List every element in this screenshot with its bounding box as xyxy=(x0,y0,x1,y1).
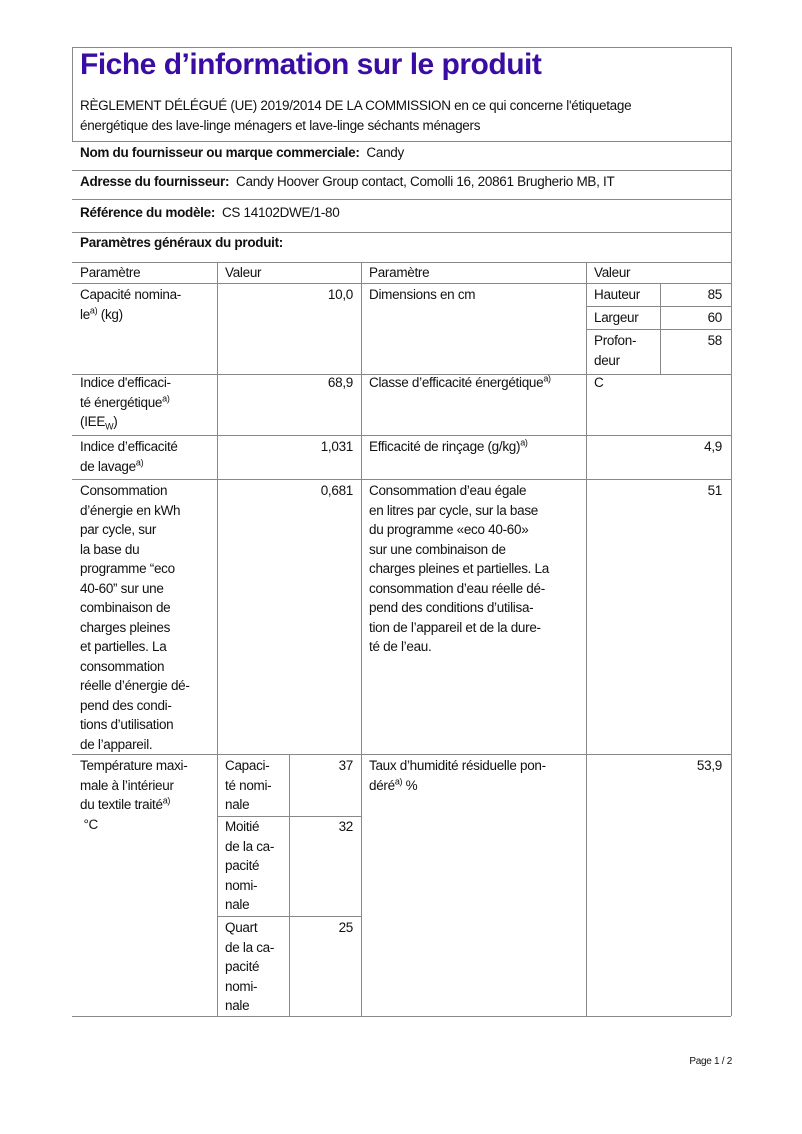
energy-class-label: Classe d’efficacité énergétiquea) xyxy=(369,373,551,390)
energy-class-value: C xyxy=(594,375,604,390)
page-number: Page 1 / 2 xyxy=(689,1056,732,1067)
height-value: 85 xyxy=(707,287,723,302)
divider xyxy=(72,374,731,375)
header-valeur: Valeur xyxy=(225,265,262,280)
header-parametre-2: Paramètre xyxy=(369,265,430,280)
temp-full-label: Capaci- té nomi- nale xyxy=(225,758,272,812)
divider xyxy=(72,283,731,284)
washing-label: Indice d’efficacité de lavagea) xyxy=(80,439,178,474)
regulation-text: RÈGLEMENT DÉLÉGUÉ (UE) 2019/2014 DE LA C… xyxy=(80,98,632,133)
supplier-name: Nom du fournisseur ou marque commerciale… xyxy=(80,145,404,160)
divider xyxy=(72,141,731,142)
divider xyxy=(72,170,731,171)
divider xyxy=(586,329,731,330)
page-title: Fiche d’information sur le produit xyxy=(80,48,542,81)
water-consumption-label: Consommation d’eau égale en litres par c… xyxy=(369,483,549,654)
temp-half-value: 32 xyxy=(338,819,354,834)
depth-value: 58 xyxy=(707,333,723,348)
divider xyxy=(586,306,731,307)
supplier-address: Adresse du fournisseur: Candy Hoover Gro… xyxy=(80,174,615,189)
capacity-label: Capacité nomina- lea) (kg) xyxy=(80,287,182,322)
model-reference: Référence du modèle: CS 14102DWE/1-80 xyxy=(80,205,340,220)
energy-consumption-label: Consommation d’énergie en kWh par cycle,… xyxy=(80,483,190,752)
border xyxy=(72,47,73,141)
divider xyxy=(72,232,731,233)
temp-quarter-label: Quart de la ca- pacité nomi- nale xyxy=(225,920,275,1013)
capacity-value: 10,0 xyxy=(327,287,353,302)
general-params-heading: Paramètres généraux du produit: xyxy=(80,235,284,250)
border xyxy=(72,47,731,48)
temperature-label: Température maxi- male à l’intérieur du … xyxy=(80,758,188,832)
height-label: Hauteur xyxy=(594,287,640,302)
eei-label: Indice d'efficaci- té énergétiquea) (IEE… xyxy=(80,375,171,432)
divider xyxy=(217,262,218,1016)
eei-value: 68,9 xyxy=(327,375,353,390)
temp-half-label: Moitié de la ca- pacité nomi- nale xyxy=(225,819,275,912)
water-consumption-value: 51 xyxy=(707,483,723,498)
border xyxy=(731,47,732,1016)
rinsing-value: 4,9 xyxy=(704,439,722,454)
dimensions-label: Dimensions en cm xyxy=(369,287,476,302)
divider xyxy=(72,262,731,263)
divider xyxy=(586,262,587,1016)
washing-value: 1,031 xyxy=(320,439,354,454)
temp-full-value: 37 xyxy=(338,758,354,773)
divider xyxy=(72,479,731,480)
rinsing-label: Efficacité de rinçage (g/kg)a) xyxy=(369,437,528,454)
divider xyxy=(289,754,290,1016)
divider xyxy=(72,199,731,200)
header-valeur-2: Valeur xyxy=(594,265,631,280)
header-parametre: Paramètre xyxy=(80,265,141,280)
temp-quarter-value: 25 xyxy=(338,920,354,935)
divider xyxy=(72,754,731,755)
depth-label: Profon- deur xyxy=(594,333,637,368)
divider xyxy=(72,435,731,436)
divider xyxy=(361,262,362,1016)
divider xyxy=(72,1016,731,1017)
width-label: Largeur xyxy=(594,310,639,325)
divider xyxy=(660,283,661,374)
moisture-value: 53,9 xyxy=(696,758,722,773)
width-value: 60 xyxy=(707,310,723,325)
moisture-label: Taux d’humidité résiduelle pon- déréa) % xyxy=(369,758,546,793)
energy-consumption-value: 0,681 xyxy=(320,483,354,498)
